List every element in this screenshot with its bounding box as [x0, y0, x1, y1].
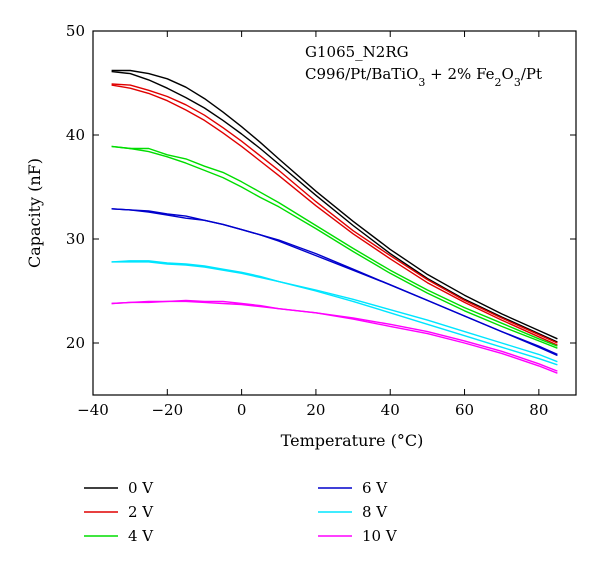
x-tick-label: −20: [151, 401, 183, 419]
legend-label: 4 V: [128, 527, 154, 545]
x-tick-label: −40: [77, 401, 109, 419]
x-tick-label: 40: [381, 401, 400, 419]
legend-label: 6 V: [362, 479, 388, 497]
series-line-6v-a: [111, 208, 558, 357]
annotation-text: C996/Pt/BaTiO: [305, 65, 418, 83]
legend: 0 V 2 V 4 V 6 V 8 V 10 V: [84, 479, 398, 545]
series-line-0v-b: [111, 70, 558, 343]
legend-label: 0 V: [128, 479, 154, 497]
legend-entry: 4 V: [84, 527, 154, 545]
series-line-4v-b: [111, 145, 558, 349]
legend-entry: 2 V: [84, 503, 154, 521]
legend-entry: 10 V: [318, 527, 398, 545]
annotation-text: + 2% Fe: [425, 65, 494, 83]
y-tick-label: 20: [66, 334, 85, 352]
x-axis-title: Temperature (°C): [281, 431, 424, 450]
x-tick-label: 60: [455, 401, 474, 419]
plot-area: [111, 69, 558, 374]
annotation-text: O: [502, 65, 514, 83]
y-tick-label: 50: [66, 22, 85, 40]
annotation-stack: C996/Pt/BaTiO3 + 2% Fe2O3/Pt: [305, 65, 542, 89]
annotation-sample-id: G1065_N2RG: [305, 43, 409, 61]
series-line-2v-a: [111, 83, 558, 344]
series-line-10v-b: [111, 299, 558, 372]
axes: −40 −20 0 20 40 60 80 20 30 40 50: [66, 22, 576, 419]
annotation-subscript: 3: [514, 76, 521, 89]
series-line-0v-a: [111, 69, 558, 340]
y-tick-label: 30: [66, 230, 85, 248]
legend-label: 8 V: [362, 503, 388, 521]
legend-entry: 6 V: [318, 479, 388, 497]
series-line-8v-b: [111, 261, 558, 363]
annotation-subscript: 2: [495, 76, 502, 89]
x-tick-label: 20: [306, 401, 325, 419]
y-tick-label: 40: [66, 126, 85, 144]
legend-entry: 8 V: [318, 503, 388, 521]
series-line-6v-b: [111, 208, 558, 356]
series-line-2v-b: [111, 84, 558, 346]
legend-entry: 0 V: [84, 479, 154, 497]
y-axis-title: Capacity (nF): [25, 158, 44, 268]
annotation-subscript: 3: [418, 76, 425, 89]
plot-frame: [92, 30, 577, 396]
x-tick-label: 80: [529, 401, 548, 419]
legend-label: 2 V: [128, 503, 154, 521]
legend-label: 10 V: [362, 527, 398, 545]
annotation-text: /Pt: [521, 65, 542, 83]
x-tick-label: 0: [237, 401, 247, 419]
series-line-4v-a: [111, 145, 558, 347]
